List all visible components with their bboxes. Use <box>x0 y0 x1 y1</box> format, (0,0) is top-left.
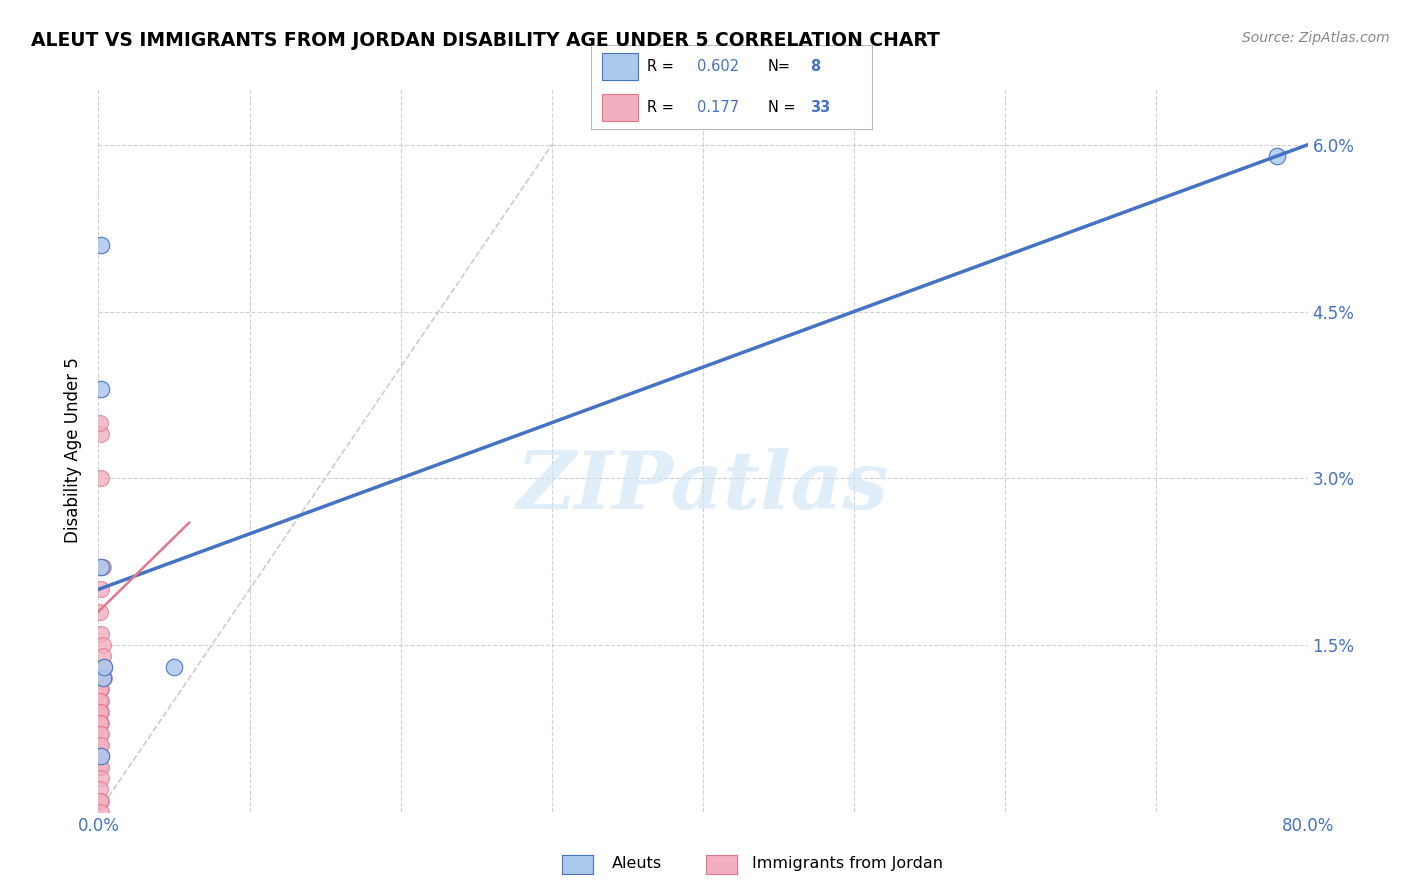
Text: R =: R = <box>647 59 673 74</box>
Point <box>89 782 111 797</box>
Point <box>89 693 111 707</box>
Point <box>89 705 111 719</box>
Text: N =: N = <box>768 100 796 115</box>
Point <box>90 471 112 485</box>
Text: 33: 33 <box>810 100 830 115</box>
Point <box>91 671 114 685</box>
Point <box>93 671 115 685</box>
Point <box>90 627 112 641</box>
Point <box>90 794 112 808</box>
Point <box>93 660 115 674</box>
Text: ALEUT VS IMMIGRANTS FROM JORDAN DISABILITY AGE UNDER 5 CORRELATION CHART: ALEUT VS IMMIGRANTS FROM JORDAN DISABILI… <box>31 31 939 50</box>
Point <box>90 772 112 786</box>
Point <box>93 660 115 674</box>
Point <box>91 649 114 664</box>
Text: Source: ZipAtlas.com: Source: ZipAtlas.com <box>1241 31 1389 45</box>
Point <box>90 693 112 707</box>
Text: Immigrants from Jordan: Immigrants from Jordan <box>752 856 943 871</box>
Point <box>90 382 112 396</box>
Point <box>1267 149 1289 163</box>
Text: N=: N= <box>768 59 790 74</box>
Text: 8: 8 <box>810 59 820 74</box>
Text: ZIPatlas: ZIPatlas <box>517 448 889 525</box>
Text: Aleuts: Aleuts <box>612 856 662 871</box>
Point <box>90 727 112 741</box>
Point <box>89 794 111 808</box>
Point <box>89 760 111 774</box>
Point <box>90 749 112 764</box>
Point <box>90 582 112 597</box>
Text: 0.177: 0.177 <box>697 100 740 115</box>
FancyBboxPatch shape <box>602 94 638 120</box>
Y-axis label: Disability Age Under 5: Disability Age Under 5 <box>63 358 82 543</box>
FancyBboxPatch shape <box>602 54 638 80</box>
Point <box>89 671 111 685</box>
Point <box>89 682 111 697</box>
Text: 0.602: 0.602 <box>697 59 740 74</box>
Point <box>90 738 112 752</box>
Point <box>90 805 112 819</box>
Point <box>90 760 112 774</box>
Point <box>89 727 111 741</box>
Point <box>91 638 114 652</box>
Point <box>91 560 114 574</box>
Point <box>90 682 112 697</box>
Text: R =: R = <box>647 100 673 115</box>
Point <box>89 749 111 764</box>
Point <box>163 660 186 674</box>
Point <box>90 715 112 730</box>
Point <box>90 560 112 574</box>
Point <box>89 605 111 619</box>
Point <box>89 416 111 430</box>
Point <box>89 738 111 752</box>
Point <box>90 237 112 252</box>
Point <box>89 715 111 730</box>
Point <box>90 426 112 441</box>
Point <box>90 749 112 764</box>
Point <box>90 705 112 719</box>
